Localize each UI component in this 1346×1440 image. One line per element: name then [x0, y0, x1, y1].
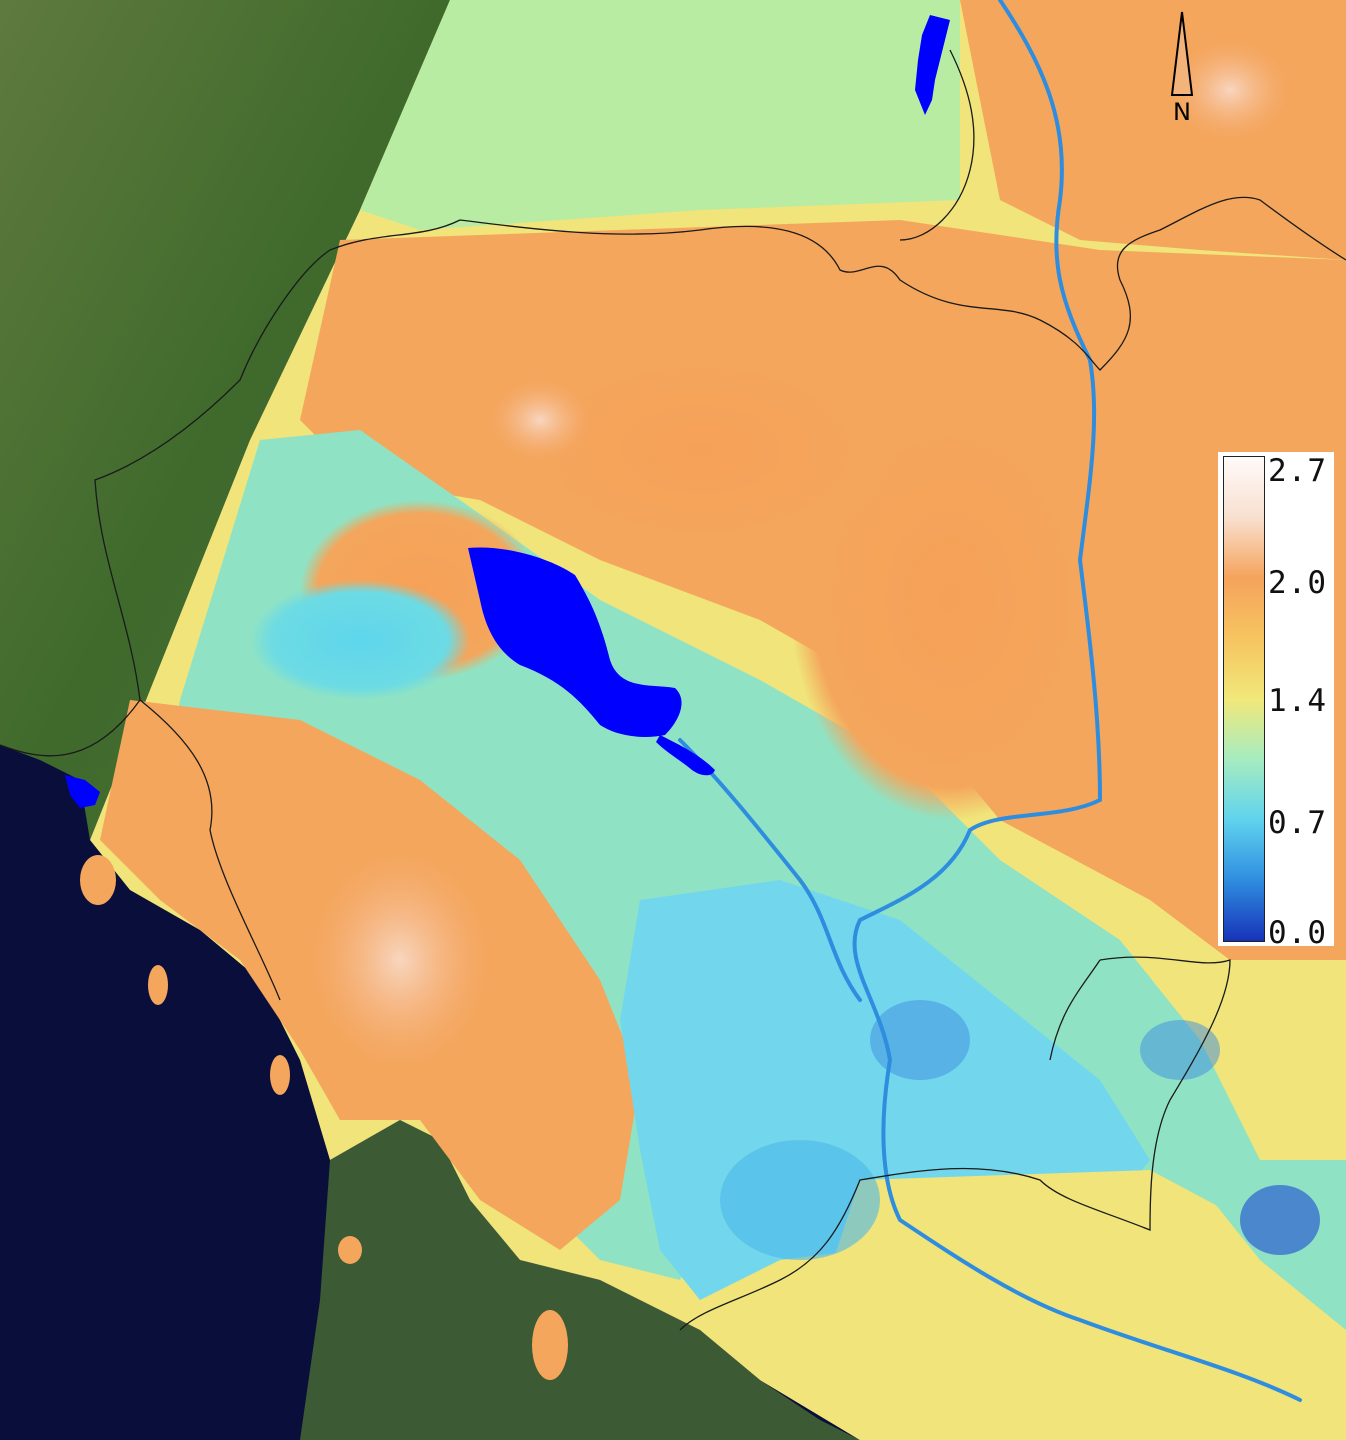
land-true-color-coast [300, 1120, 860, 1440]
colorbar-tick-max: 2.7 [1268, 453, 1327, 489]
rivers [678, 0, 1302, 1402]
lake-north [915, 15, 950, 115]
colorbar-tick: 1.4 [1268, 683, 1327, 719]
colorbar-tick-min: 0.0 [1268, 915, 1327, 951]
lake-reservoir [468, 547, 682, 737]
admin-borders [0, 49, 1346, 1331]
colorbar-tick: 2.0 [1268, 565, 1327, 601]
coastal-islands [80, 855, 568, 1380]
lake-coastal [65, 775, 100, 808]
land-true-color-region [0, 0, 450, 840]
north-arrow-icon: N [1170, 11, 1194, 126]
colorbar-tick: 0.7 [1268, 805, 1327, 841]
lake-reservoir-outlet [656, 735, 715, 776]
north-label: N [1173, 98, 1191, 126]
value-zones [100, 0, 1346, 1440]
colorbar [1223, 456, 1265, 942]
